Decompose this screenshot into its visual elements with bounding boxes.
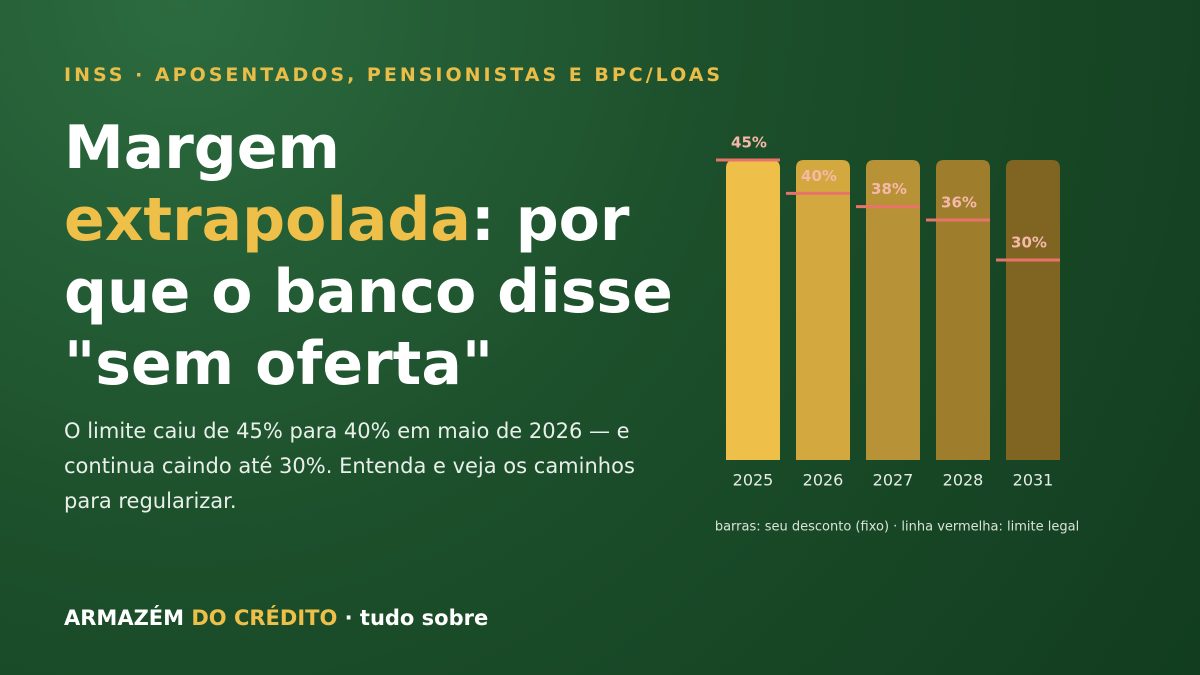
x-tick-label: 2028 (943, 471, 984, 490)
x-tick-label: 2026 (803, 471, 844, 490)
bar (1006, 160, 1060, 460)
limit-label: 30% (1011, 234, 1047, 252)
x-tick-label: 2027 (873, 471, 914, 490)
headline: Margem extrapolada: por que o banco disse… (64, 112, 684, 400)
brand-tagline: · tudo sobre (344, 606, 489, 630)
subtitle: O limite caiu de 45% para 40% em maio de… (64, 419, 635, 513)
headline-text: Margem (64, 113, 340, 183)
limit-label: 45% (731, 134, 767, 152)
bar (796, 160, 850, 460)
brand-name: ARMAZÉM (64, 606, 185, 630)
limit-label: 36% (941, 194, 977, 212)
headline-highlight: extrapolada (64, 185, 471, 255)
bar (936, 160, 990, 460)
kicker: INSS · APOSENTADOS, PENSIONISTAS E BPC/L… (64, 64, 724, 86)
x-tick-label: 2025 (733, 471, 774, 490)
brand-name-highlight: DO CRÉDITO (191, 606, 338, 630)
chart-note: barras: seu desconto (fixo) · linha verm… (715, 520, 1079, 535)
bar (726, 160, 780, 460)
headline-text: : por que o banco disse "sem oferta" (64, 185, 673, 399)
x-tick-label: 2031 (1013, 471, 1054, 490)
limit-label: 40% (801, 167, 837, 185)
limit-label: 38% (871, 180, 907, 198)
bar (866, 160, 920, 460)
brand: ARMAZÉM DO CRÉDITO · tudo sobre (64, 606, 488, 630)
